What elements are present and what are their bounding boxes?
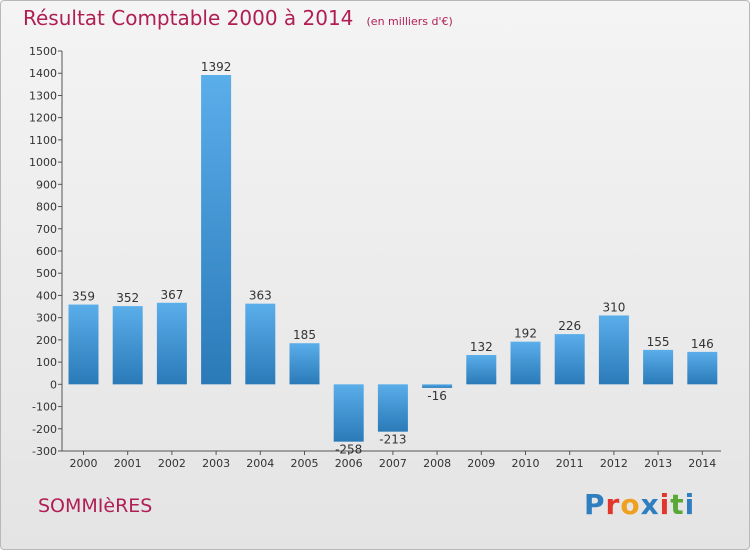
value-label-2009: 132	[470, 340, 493, 354]
bar-2006	[333, 384, 364, 442]
logo-letter: i	[684, 488, 696, 521]
chart-title: Résultat Comptable 2000 à 2014	[23, 6, 354, 30]
bar-2011	[554, 334, 585, 385]
x-tick-label: 2007	[379, 457, 407, 470]
y-tick-label: -100	[32, 401, 57, 414]
bar-2005	[289, 343, 320, 385]
value-label-2014: 146	[691, 337, 714, 351]
x-tick-label: 2010	[512, 457, 540, 470]
axes: -300 -200 -100 0 100 200 300 400 500 600 700 800 900…	[29, 45, 721, 470]
x-tick-label: 2000	[70, 457, 98, 470]
y-tick-label: 600	[36, 245, 57, 258]
value-label-2000: 359	[72, 290, 95, 304]
bar-2010	[510, 341, 541, 385]
value-label-2010: 192	[514, 327, 537, 341]
x-tick-label: 2012	[600, 457, 628, 470]
bar-2012	[598, 315, 629, 385]
y-tick-label: 1000	[29, 156, 57, 169]
x-tick-label: 2004	[246, 457, 274, 470]
x-tick-label: 2005	[291, 457, 319, 470]
chart-subtitle: (en milliers d'€)	[366, 15, 453, 28]
value-label-2004: 363	[249, 289, 272, 303]
x-tick-label: 2009	[467, 457, 495, 470]
bar-2001	[112, 306, 143, 385]
bars	[68, 75, 718, 442]
value-label-2005: 185	[293, 328, 316, 342]
bar-2014	[687, 351, 718, 385]
y-tick-label: 500	[36, 267, 57, 280]
y-tick-label: 1300	[29, 89, 57, 102]
y-tick-label: 0	[50, 378, 57, 391]
logo-letter: r	[605, 488, 621, 521]
bar-2007	[377, 384, 408, 432]
value-label-2006: -258	[335, 443, 362, 457]
logo-letter: P	[584, 488, 606, 521]
bar-2000	[68, 304, 99, 385]
y-tick-label: 700	[36, 223, 57, 236]
y-tick-label: 1200	[29, 112, 57, 125]
bar-2003	[201, 75, 232, 385]
logo-letter: i	[659, 488, 671, 521]
x-tick-label: 2006	[335, 457, 363, 470]
y-tick-label: 100	[36, 356, 57, 369]
logo-letter: t	[670, 488, 685, 521]
value-label-2008: -16	[427, 389, 447, 403]
logo-letter: o	[620, 488, 641, 521]
proxiti-logo: Proxiti	[584, 488, 695, 521]
value-label-2011: 226	[558, 319, 581, 333]
x-tick-label: 2002	[158, 457, 186, 470]
bar-2008	[422, 384, 453, 388]
y-tick-label: 1500	[29, 45, 57, 58]
x-tick-label: 2011	[556, 457, 584, 470]
y-tick-label: -300	[32, 445, 57, 458]
x-tick-label: 2008	[423, 457, 451, 470]
value-label-2001: 352	[116, 291, 139, 305]
title-row: Résultat Comptable 2000 à 2014 (en milli…	[23, 6, 453, 30]
value-label-2013: 155	[647, 335, 670, 349]
bar-2002	[156, 302, 187, 385]
value-label-2003: 1392	[201, 60, 232, 74]
y-tick-label: 800	[36, 201, 57, 214]
logo-letter: x	[640, 488, 660, 521]
y-tick-label: 900	[36, 178, 57, 191]
y-tick-label: 1400	[29, 67, 57, 80]
x-tick-label: 2003	[202, 457, 230, 470]
bar-2013	[643, 349, 674, 385]
y-tick-label: 200	[36, 334, 57, 347]
x-tick-label: 2014	[688, 457, 716, 470]
bar-2004	[245, 303, 276, 385]
y-tick-label: 1100	[29, 134, 57, 147]
y-tick-label: 400	[36, 289, 57, 302]
value-label-2012: 310	[602, 300, 625, 314]
value-label-2002: 367	[160, 288, 183, 302]
value-label-2007: -213	[379, 433, 406, 447]
x-tick-label: 2013	[644, 457, 672, 470]
x-tick-label: 2001	[114, 457, 142, 470]
y-tick-label: -200	[32, 423, 57, 436]
bar-2009	[466, 355, 497, 385]
y-tick-label: 300	[36, 312, 57, 325]
value-labels: 359 352 367 1392 363 185 -258 -213 -16 132 192 226 3…	[72, 60, 714, 457]
town-name: SOMMIèRES	[38, 495, 153, 517]
